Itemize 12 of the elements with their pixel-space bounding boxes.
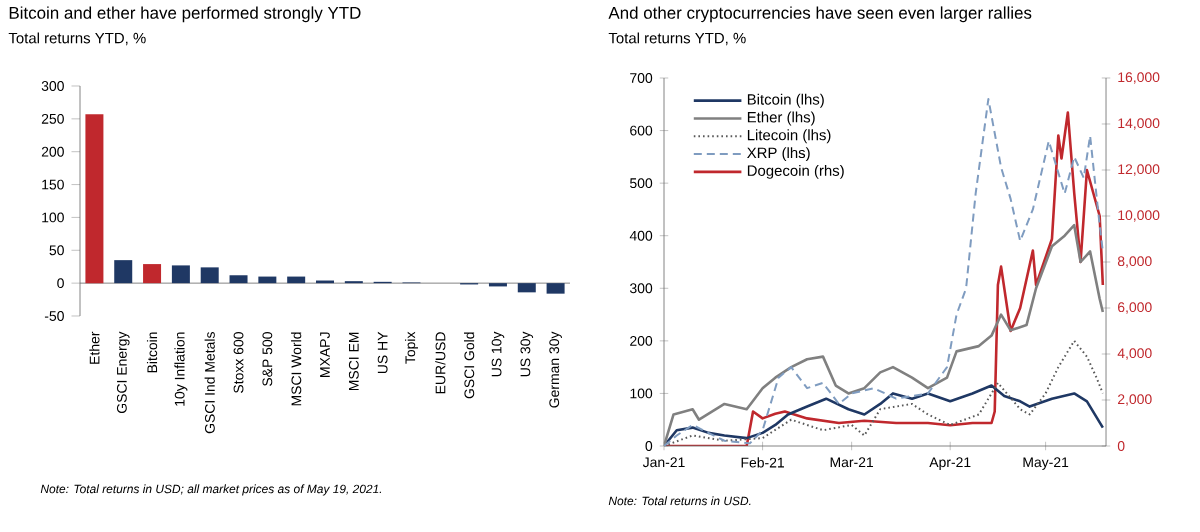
bar xyxy=(229,275,248,284)
bar xyxy=(114,260,133,284)
bar xyxy=(200,267,219,284)
bar xyxy=(546,283,565,294)
bar xyxy=(517,283,536,293)
bar xyxy=(143,264,162,284)
chart-title: Bitcoin and ether have performed strongly YTD xyxy=(9,6,361,23)
bar xyxy=(287,276,306,284)
chart-title: And other cryptocurrencies have seen even larger rallies xyxy=(608,6,1032,23)
bar xyxy=(85,114,104,284)
bar xyxy=(258,276,277,284)
bar xyxy=(171,265,190,284)
